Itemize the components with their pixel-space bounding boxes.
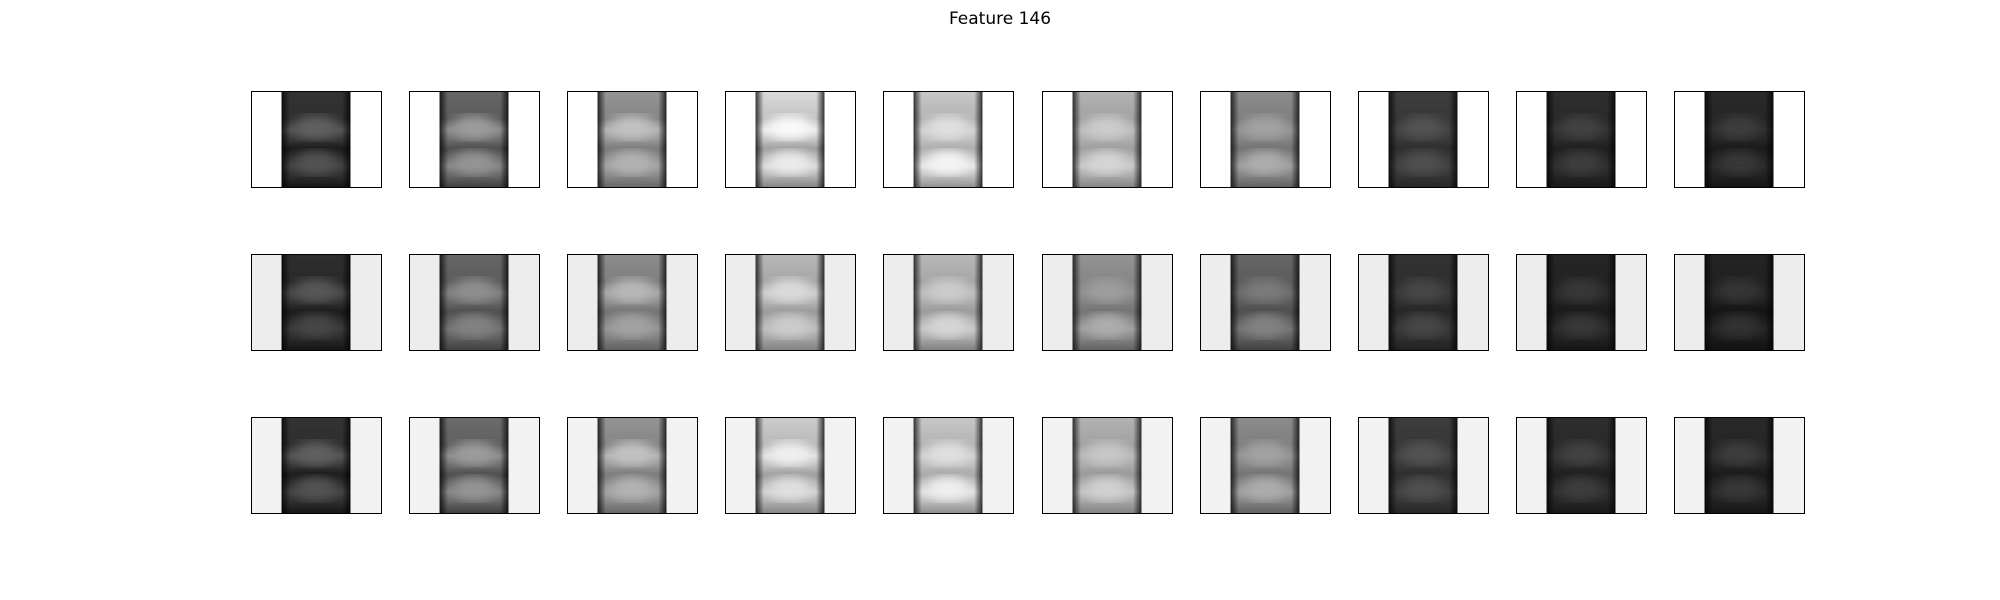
panel-r3-c6: [1042, 417, 1173, 514]
panel-r3-c2: [409, 417, 540, 514]
feature-map-image: [1043, 255, 1172, 350]
feature-map-image: [410, 92, 539, 187]
panel-r1-c9: [1516, 91, 1647, 188]
feature-map-image: [410, 418, 539, 513]
panel-r3-c3: [567, 417, 698, 514]
feature-map-image: [884, 418, 1013, 513]
feature-map-image: [726, 92, 855, 187]
feature-map-image: [1359, 418, 1488, 513]
feature-map-image: [884, 92, 1013, 187]
panel-r2-c10: [1674, 254, 1805, 351]
feature-map-image: [1359, 92, 1488, 187]
panel-r1-c7: [1200, 91, 1331, 188]
panel-r2-c7: [1200, 254, 1331, 351]
panel-r3-c10: [1674, 417, 1805, 514]
feature-map-image: [1675, 255, 1804, 350]
panel-r1-c6: [1042, 91, 1173, 188]
figure-title: Feature 146: [948, 9, 1052, 29]
feature-map-image: [726, 418, 855, 513]
feature-map-image: [884, 255, 1013, 350]
panel-r2-c6: [1042, 254, 1173, 351]
panel-r2-c9: [1516, 254, 1647, 351]
feature-map-image: [1675, 418, 1804, 513]
panel-r1-c8: [1358, 91, 1489, 188]
feature-map-image: [568, 92, 697, 187]
feature-map-image: [252, 418, 381, 513]
panel-r3-c7: [1200, 417, 1331, 514]
panel-r1-c2: [409, 91, 540, 188]
feature-map-image: [568, 418, 697, 513]
panel-r1-c4: [725, 91, 856, 188]
panel-r2-c1: [251, 254, 382, 351]
feature-map-image: [1201, 255, 1330, 350]
panel-r3-c4: [725, 417, 856, 514]
panel-r3-c1: [251, 417, 382, 514]
feature-map-image: [1201, 418, 1330, 513]
feature-map-image: [1359, 255, 1488, 350]
feature-map-image: [252, 255, 381, 350]
panel-r2-c8: [1358, 254, 1489, 351]
feature-map-image: [1043, 418, 1172, 513]
panel-r3-c9: [1516, 417, 1647, 514]
feature-map-image: [1043, 92, 1172, 187]
feature-map-image: [726, 255, 855, 350]
panel-r2-c2: [409, 254, 540, 351]
panel-r2-c5: [883, 254, 1014, 351]
panel-r2-c4: [725, 254, 856, 351]
panel-r1-c1: [251, 91, 382, 188]
feature-map-image: [1517, 255, 1646, 350]
panel-r1-c5: [883, 91, 1014, 188]
panel-r3-c5: [883, 417, 1014, 514]
feature-map-image: [1201, 92, 1330, 187]
feature-map-image: [568, 255, 697, 350]
feature-map-image: [1675, 92, 1804, 187]
feature-map-image: [1517, 92, 1646, 187]
feature-map-image: [252, 92, 381, 187]
feature-map-image: [410, 255, 539, 350]
panel-r1-c3: [567, 91, 698, 188]
panel-r1-c10: [1674, 91, 1805, 188]
feature-map-image: [1517, 418, 1646, 513]
panel-r2-c3: [567, 254, 698, 351]
panel-r3-c8: [1358, 417, 1489, 514]
